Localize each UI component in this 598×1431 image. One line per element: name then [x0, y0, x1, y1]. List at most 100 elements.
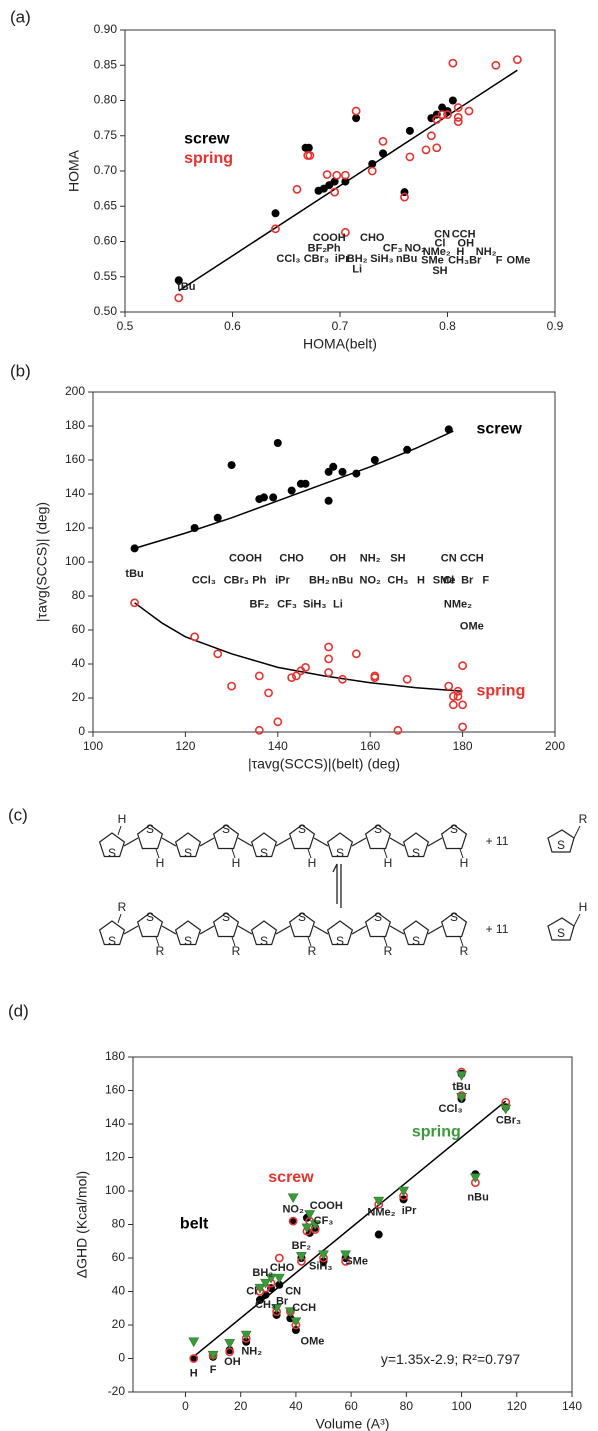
- point-label: CH₃Br: [448, 254, 482, 266]
- point: [274, 1253, 284, 1263]
- point: [432, 143, 442, 153]
- point: [291, 671, 301, 681]
- point: [287, 1193, 299, 1204]
- point-label: OH: [330, 553, 347, 565]
- substituent: R: [384, 944, 393, 958]
- x-tick-label: 20: [234, 1399, 248, 1413]
- y-tick-label: -20: [108, 1384, 126, 1398]
- point: [265, 1273, 277, 1284]
- legend-entry: spring: [476, 682, 525, 699]
- substituent: R: [579, 812, 588, 826]
- ring-atom: S: [108, 934, 116, 948]
- y-tick-label: 140: [105, 1116, 125, 1130]
- point-label: OH: [458, 238, 475, 250]
- panel-label: (b): [10, 361, 31, 380]
- point-label: SMe: [433, 575, 456, 587]
- bond: [573, 825, 581, 839]
- point: [275, 1280, 284, 1289]
- point: [213, 649, 223, 659]
- point: [329, 462, 338, 471]
- point-label: CHO: [270, 1262, 295, 1274]
- ring-atom: S: [557, 838, 565, 852]
- bond: [307, 848, 312, 859]
- ring-atom: S: [412, 934, 420, 948]
- thiophene-ring: [326, 920, 354, 946]
- point: [403, 445, 412, 454]
- point: [190, 524, 199, 532]
- x-tick-label: 200: [545, 739, 565, 753]
- point: [458, 661, 467, 671]
- point: [367, 166, 377, 176]
- point: [254, 1283, 266, 1294]
- x-tick-label: 0.9: [547, 319, 564, 333]
- x-axis-label: HOMA(belt): [303, 336, 377, 352]
- bond: [155, 936, 160, 947]
- x-tick-label: 160: [360, 739, 380, 753]
- point: [264, 688, 273, 698]
- ring-atom: S: [184, 934, 192, 948]
- substituent: R: [232, 944, 241, 958]
- legend-entry: screw: [184, 130, 230, 147]
- point: [456, 1092, 467, 1103]
- bond: [199, 925, 215, 935]
- point-label: CCl₃: [192, 575, 216, 587]
- thiophene-ring: [98, 920, 126, 946]
- thiophene-ring: [250, 832, 278, 858]
- point-label: NO₂: [360, 575, 382, 587]
- point: [368, 159, 377, 168]
- point: [322, 170, 332, 179]
- point: [453, 691, 463, 701]
- point: [289, 1217, 298, 1226]
- point-label: BH₂: [309, 575, 330, 587]
- y-tick-label: 0.60: [94, 234, 118, 248]
- point: [189, 1354, 198, 1363]
- y-tick-label: 40: [72, 656, 86, 670]
- point: [405, 152, 415, 162]
- bond: [161, 925, 177, 935]
- ring-atom: S: [260, 846, 268, 860]
- y-tick-label: 120: [65, 520, 85, 534]
- point: [402, 674, 412, 684]
- ring-atom: S: [146, 910, 154, 924]
- point: [426, 131, 436, 141]
- bond: [231, 848, 236, 859]
- point-label: tBu: [177, 281, 195, 293]
- point: [352, 469, 361, 478]
- x-tick-label: 120: [507, 1399, 527, 1413]
- point-label: SiH₃: [370, 253, 393, 265]
- thiophene-ring: [288, 824, 316, 850]
- ring-atom: S: [336, 934, 344, 948]
- point: [453, 686, 463, 696]
- y-tick-label: 0.50: [94, 304, 118, 318]
- point: [224, 1339, 236, 1349]
- thiophene-ring: [250, 920, 278, 946]
- trend-line: [134, 602, 463, 692]
- point-label: OMe: [460, 621, 484, 633]
- y-tick-label: 0.75: [94, 128, 118, 142]
- point-label: SiH₃: [303, 598, 326, 610]
- bond: [237, 925, 253, 935]
- y-tick-label: 20: [72, 690, 86, 704]
- point-label: BF₂: [308, 242, 328, 254]
- x-tick-label: 180: [453, 739, 473, 753]
- point: [453, 117, 463, 127]
- point: [340, 227, 350, 237]
- bond: [351, 837, 367, 847]
- y-axis-label: ΔGHD (Kcal/mol): [74, 1171, 90, 1278]
- x-axis-label: Volume (A³): [316, 1416, 390, 1431]
- thiophene-ring: [288, 912, 316, 938]
- point-label: Ph: [327, 242, 341, 254]
- ring-atom: S: [374, 910, 382, 924]
- point: [453, 103, 463, 112]
- point: [301, 479, 310, 488]
- thiophene-ring: [136, 912, 164, 938]
- point-label: OMe: [507, 254, 531, 266]
- point-label: tBu: [452, 1081, 470, 1093]
- point: [271, 209, 280, 218]
- y-tick-label: 0.80: [94, 93, 118, 107]
- bond: [275, 837, 291, 847]
- point-label: SH: [432, 265, 447, 277]
- ring-atom: S: [184, 846, 192, 860]
- substituent: R: [460, 944, 469, 958]
- point: [284, 1307, 296, 1318]
